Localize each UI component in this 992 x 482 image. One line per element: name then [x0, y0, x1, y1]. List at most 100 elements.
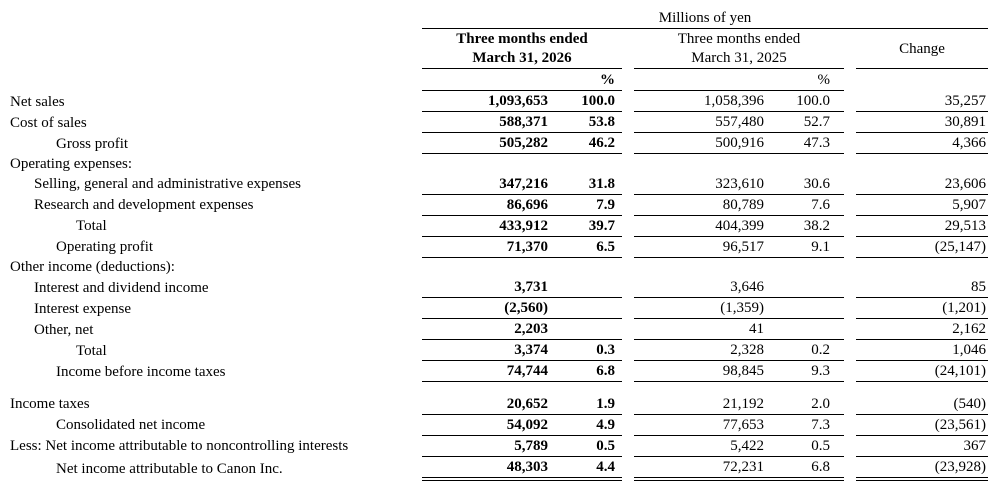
column-gap: [844, 394, 856, 415]
column-gap: [844, 277, 856, 298]
cell-percent-2025: [766, 154, 844, 174]
cell-value-2025: 21,192: [634, 393, 766, 415]
column-gap: [844, 154, 856, 174]
cell-percent-2025: 0.5: [766, 435, 844, 457]
column-gap: [844, 257, 856, 277]
row-label: Selling, general and administrative expe…: [34, 176, 302, 192]
cell-value-2026: 2,203: [422, 318, 550, 340]
column-gap: [844, 174, 856, 195]
cell-percent-2026: 0.3: [550, 339, 622, 361]
cell-percent-2025: [766, 257, 844, 277]
cell-percent-2025: 7.6: [766, 194, 844, 216]
column-gap: [844, 456, 856, 479]
column-header-current-line1: Three months ended: [456, 30, 588, 47]
cell-percent-2025: 38.2: [766, 215, 844, 237]
column-header-prior-period: Three months ended March 31, 2025: [634, 28, 844, 69]
column-gap: [844, 340, 856, 361]
column-header-current-line2: March 31, 2026: [472, 49, 572, 66]
cell-change: (25,147): [856, 236, 988, 258]
cell-percent-2025: 2.0: [766, 393, 844, 415]
cell-change: 367: [856, 435, 988, 457]
cell-value-2025: 1,058,396: [634, 90, 766, 112]
cell-change: (24,101): [856, 360, 988, 382]
cell-value-2025: 80,789: [634, 194, 766, 216]
empty-header-cell: [634, 68, 766, 91]
cell-value-2026: 20,652: [422, 393, 550, 415]
cell-percent-2026: 6.5: [550, 236, 622, 258]
cell-value-2026: 433,912: [422, 215, 550, 237]
statement-row: Interest expense (2,560) (1,359) (1,201): [4, 297, 988, 319]
cell-percent-2025: [766, 318, 844, 340]
statement-row: Income taxes 20,652 1.9 21,192 2.0 (540): [4, 393, 988, 415]
row-label: Cost of sales: [10, 114, 87, 131]
cell-value-2025: [634, 154, 766, 174]
income-statement-table: Millions of yen Three months ended March…: [4, 8, 988, 481]
empty-header-cell: [856, 69, 988, 91]
column-gap: [622, 174, 634, 195]
cell-value-2026: 5,789: [422, 435, 550, 457]
cell-value-2026: 71,370: [422, 236, 550, 258]
cell-percent-2025: [766, 382, 844, 394]
cell-percent-2026: [550, 318, 622, 340]
column-gap: [622, 257, 634, 277]
cell-percent-2026: 6.8: [550, 360, 622, 382]
cell-value-2025: 72,231: [634, 456, 766, 481]
row-label: Operating profit: [56, 239, 154, 255]
cell-percent-2025: 30.6: [766, 173, 844, 195]
statement-row: Total 433,912 39.7 404,399 38.2 29,513: [4, 215, 988, 237]
row-label: [4, 382, 422, 394]
cell-value-2026: [422, 154, 550, 174]
column-header-row: Three months ended March 31, 2026 Three …: [4, 28, 988, 69]
column-gap: [622, 69, 634, 91]
statement-row: Less: Net income attributable to noncont…: [4, 435, 988, 457]
cell-percent-2026: 1.9: [550, 393, 622, 415]
column-gap: [844, 236, 856, 257]
cell-value-2025: 5,422: [634, 435, 766, 457]
column-gap: [622, 215, 634, 236]
cell-value-2025: (1,359): [634, 297, 766, 319]
cell-value-2026: 505,282: [422, 132, 550, 154]
cell-value-2025: [634, 382, 766, 394]
cell-value-2025: 3,646: [634, 277, 766, 298]
unit-label: Millions of yen: [422, 8, 988, 29]
statement-row: Interest and dividend income 3,731 3,646 85: [4, 277, 988, 298]
empty-header-cell: [422, 68, 550, 91]
column-gap: [622, 319, 634, 340]
column-gap: [622, 340, 634, 361]
column-gap: [844, 382, 856, 394]
cell-value-2026: 74,744: [422, 360, 550, 382]
cell-change: 5,907: [856, 194, 988, 216]
cell-value-2025: 96,517: [634, 236, 766, 258]
unit-row: Millions of yen: [4, 8, 988, 29]
row-label: Research and development expenses: [34, 197, 254, 213]
cell-percent-2026: [550, 257, 622, 277]
spacer-row: [4, 382, 988, 394]
statement-row: Other, net 2,203 41 2,162: [4, 318, 988, 340]
row-label: Income before income taxes: [56, 363, 226, 380]
statement-row: Income before income taxes 74,744 6.8 98,84…: [4, 360, 988, 382]
cell-percent-2026: 39.7: [550, 215, 622, 237]
column-gap: [622, 154, 634, 174]
cell-percent-2026: 4.9: [550, 414, 622, 436]
cell-percent-2026: 100.0: [550, 90, 622, 112]
section-row: Operating expenses:: [4, 154, 988, 174]
column-gap: [844, 194, 856, 215]
cell-percent-2026: [550, 382, 622, 394]
column-gap: [844, 133, 856, 154]
cell-change: [856, 257, 988, 277]
column-gap: [622, 382, 634, 394]
cell-value-2025: 77,653: [634, 414, 766, 436]
column-gap: [844, 112, 856, 133]
statement-row: Net income attributable to Canon Inc. 48,…: [4, 456, 988, 481]
cell-value-2025: 41: [634, 318, 766, 340]
column-gap: [844, 319, 856, 340]
cell-percent-2025: 9.3: [766, 360, 844, 382]
cell-percent-2025: 52.7: [766, 111, 844, 133]
cell-change: [856, 382, 988, 394]
cell-change: [856, 154, 988, 174]
cell-change: 85: [856, 277, 988, 298]
cell-percent-2026: 4.4: [550, 456, 622, 481]
cell-percent-2026: [550, 297, 622, 319]
cell-value-2026: [422, 382, 550, 394]
statement-row: Consolidated net income 54,092 4.9 77,653 7.…: [4, 414, 988, 436]
